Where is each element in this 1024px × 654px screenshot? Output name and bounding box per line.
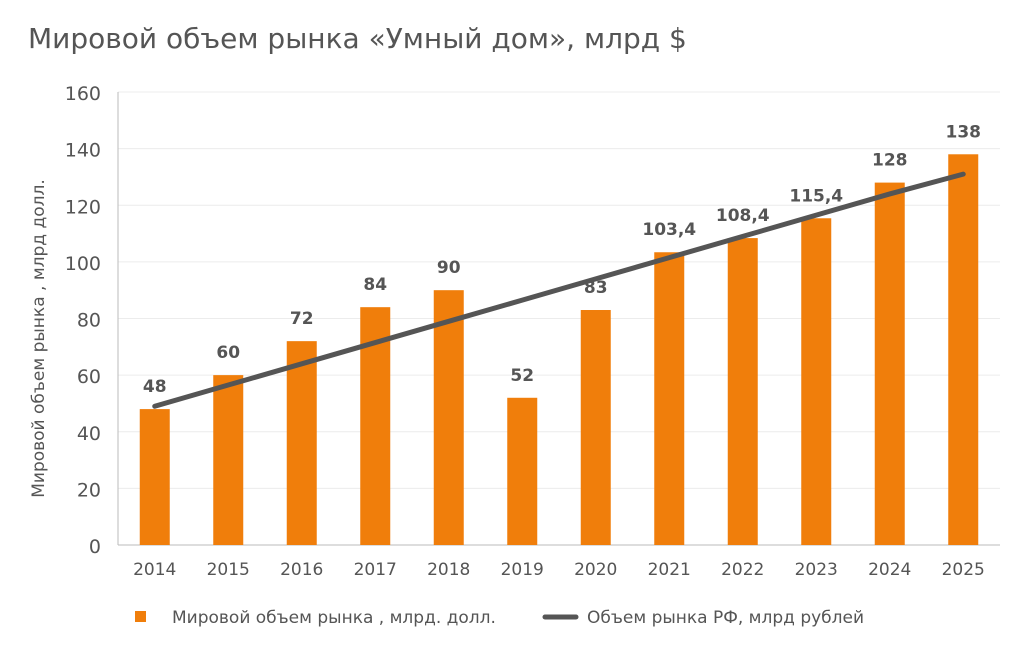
bar-value-label: 128	[872, 151, 908, 171]
line-layer	[152, 171, 966, 409]
x-tick-label: 2020	[574, 560, 617, 580]
bar	[139, 409, 170, 545]
x-tick-label: 2016	[280, 560, 323, 580]
legend: Мировой объем рынка , млрд. долл. Объем р…	[135, 608, 864, 628]
x-tick-label: 2025	[942, 560, 985, 580]
legend-bar-swatch	[135, 611, 146, 622]
x-tick-label: 2018	[427, 560, 470, 580]
bar	[948, 154, 979, 545]
y-tick-label: 40	[77, 423, 101, 445]
x-tick-label: 2023	[795, 560, 838, 580]
bar	[507, 397, 538, 545]
bar	[286, 341, 317, 545]
x-tick-label: 2022	[721, 560, 764, 580]
x-tick-label: 2021	[648, 560, 691, 580]
bar-value-label: 138	[946, 122, 982, 142]
bar	[580, 310, 611, 545]
bar	[727, 238, 758, 545]
bar	[874, 182, 905, 545]
bar-value-label: 60	[216, 343, 240, 363]
trend-line	[152, 171, 966, 409]
x-tick-label: 2024	[868, 560, 911, 580]
bar-layer	[139, 154, 979, 545]
bar-value-label: 84	[363, 275, 387, 295]
y-tick-label: 100	[65, 253, 101, 275]
legend-bar-label: Мировой объем рынка , млрд. долл.	[172, 608, 496, 628]
bar	[433, 290, 464, 545]
y-tick-label: 80	[77, 310, 101, 332]
x-tick-label: 2019	[501, 560, 544, 580]
x-tick-label: 2015	[207, 560, 250, 580]
y-tick-label: 160	[65, 83, 101, 105]
y-tick-label: 140	[65, 140, 101, 162]
bar-value-label: 48	[143, 377, 167, 397]
y-tick-label: 120	[65, 196, 101, 218]
bar	[213, 375, 244, 545]
chart-title: Мировой объем рынка «Умный дом», млрд $	[28, 22, 687, 55]
bar-value-label: 103,4	[642, 220, 696, 240]
bar-value-label: 72	[290, 309, 314, 329]
bar-value-label: 52	[510, 366, 534, 386]
bar-value-label: 108,4	[716, 206, 770, 226]
bar-value-label: 83	[584, 278, 608, 298]
y-tick-label: 0	[89, 536, 101, 558]
x-tick-label: 2014	[133, 560, 176, 580]
y-tick-label: 60	[77, 366, 101, 388]
bar	[654, 252, 685, 545]
axis-layer: 0 20 40 60 80 100 120 140 160 Мировой объем рынка…	[29, 83, 1000, 580]
y-axis-label: Мировой объем рынка , млрд долл.	[29, 179, 49, 498]
label-layer: 48 60 72 84 90 52 83 103,4 108,4 115,4 128 138	[143, 122, 981, 397]
y-tick-label: 20	[77, 479, 101, 501]
bar-value-label: 115,4	[789, 186, 843, 206]
bar-value-label: 90	[437, 258, 461, 278]
x-tick-label: 2017	[354, 560, 397, 580]
bar	[801, 218, 832, 545]
legend-line-label: Объем рынка РФ, млрд рублей	[587, 608, 864, 628]
